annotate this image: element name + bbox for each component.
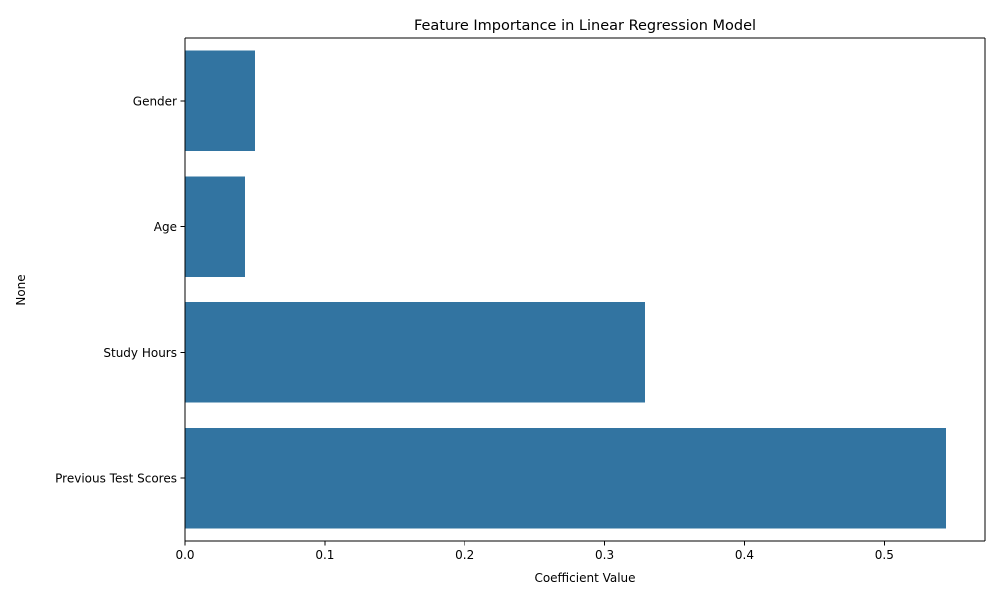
x-tick-label: 0.3	[595, 548, 614, 562]
bar-study-hours	[185, 302, 646, 403]
x-axis-label: Coefficient Value	[534, 571, 635, 585]
x-tick-label: 0.2	[455, 548, 474, 562]
y-tick-label: Previous Test Scores	[55, 472, 177, 486]
chart-title: Feature Importance in Linear Regression …	[414, 18, 756, 34]
y-tick-label: Age	[154, 220, 177, 234]
x-tick-label: 0.5	[875, 548, 894, 562]
bar-previous-test-scores	[185, 427, 946, 529]
x-tick-label: 0.4	[735, 548, 754, 562]
x-axis-ticks: 0.0 0.1 0.2 0.3 0.4 0.5	[175, 541, 894, 562]
y-axis-label: None	[14, 274, 28, 305]
axes-spines	[184, 37, 986, 542]
y-axis-ticks: Gender Age Study Hours Previous Test Scores	[55, 94, 185, 486]
bars-layer	[185, 50, 946, 529]
x-tick-label: 0.1	[315, 548, 334, 562]
bar-gender	[185, 50, 255, 152]
y-tick-label: Gender	[133, 94, 177, 108]
y-tick-label: Study Hours	[103, 346, 177, 360]
x-tick-label: 0.0	[175, 548, 194, 562]
bar-age	[185, 176, 246, 277]
